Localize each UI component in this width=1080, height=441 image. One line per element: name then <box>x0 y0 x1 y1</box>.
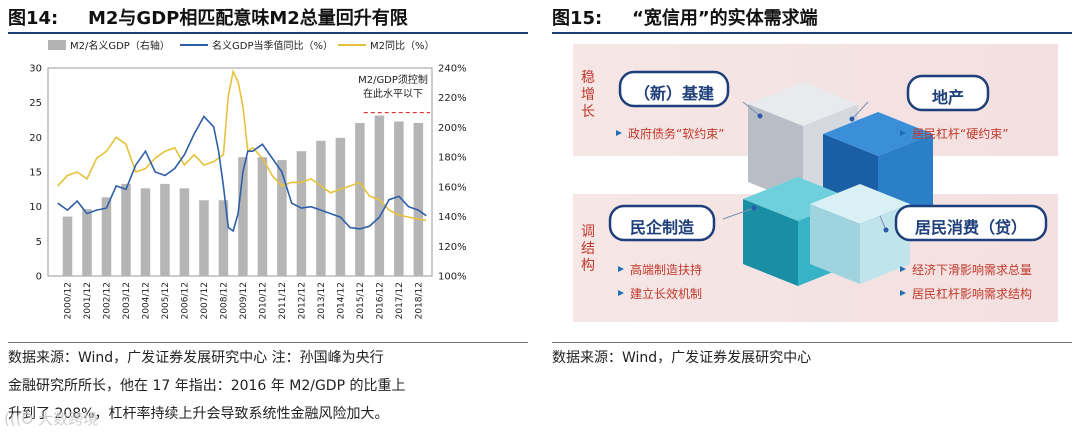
bar-2013/12 <box>316 140 326 276</box>
right-tick-220%: 220% <box>438 93 467 104</box>
figure-15-title: “宽信用”的实体需求端 <box>632 8 818 29</box>
legend-label-bars: M2/名义GDP（右轴） <box>70 39 170 52</box>
credit-demand-diagram <box>573 44 1058 322</box>
x-tick-2004/12: 2004/12 <box>141 282 151 319</box>
box-property <box>906 74 990 112</box>
x-tick-2015/12: 2015/12 <box>356 282 366 319</box>
left-tick-15: 15 <box>29 168 42 179</box>
bar-2006/12 <box>179 188 190 276</box>
figure-14-title: M2与GDP相匹配意味M2总量回升有限 <box>88 8 408 29</box>
right-tick-120%: 120% <box>438 242 467 253</box>
right-tick-240%: 240% <box>438 64 467 75</box>
left-tick-20: 20 <box>29 133 42 144</box>
annotation-line-1: M2/GDP须控制 <box>358 73 428 86</box>
box-infra <box>618 70 730 108</box>
bar-2011/12 <box>277 160 287 276</box>
bar-2012/12 <box>296 151 307 276</box>
x-tick-2011/12: 2011/12 <box>278 282 288 319</box>
x-tick-2006/12: 2006/12 <box>180 282 190 319</box>
bar-2014/12 <box>335 137 346 276</box>
annotation-line-2: 在此水平以下 <box>363 87 423 100</box>
x-tick-2000/12: 2000/12 <box>63 282 73 319</box>
legend-swatch-bars <box>48 40 66 50</box>
box-private <box>608 204 716 242</box>
bar-2002/12 <box>101 197 112 276</box>
right-tick-180%: 180% <box>438 153 467 164</box>
bar-2016/12 <box>374 115 385 277</box>
x-tick-2018/12: 2018/12 <box>414 282 424 319</box>
x-tick-2002/12: 2002/12 <box>102 282 112 319</box>
bar-2003/12 <box>121 183 131 276</box>
x-tick-2012/12: 2012/12 <box>297 282 307 319</box>
x-tick-2001/12: 2001/12 <box>83 282 93 319</box>
box-consume <box>894 204 1048 242</box>
x-tick-2009/12: 2009/12 <box>239 282 249 319</box>
bar-2008/12 <box>218 200 229 276</box>
watermark-logo: (((O 大数跨境 <box>4 410 99 428</box>
bar-2000/12 <box>62 216 73 276</box>
x-tick-2008/12: 2008/12 <box>219 282 229 319</box>
left-tick-30: 30 <box>29 64 42 75</box>
figure-14-panel: 图14: M2与GDP相匹配意味M2总量回升有限 M2/名义GDP（右轴） 名义G… <box>0 0 532 441</box>
x-tick-2013/12: 2013/12 <box>317 282 327 319</box>
source-line-3: 升到了 208%，杠杆率持续上升会导致系统性金融风险加大。 <box>8 406 389 422</box>
left-tick-5: 5 <box>36 237 42 248</box>
x-tick-2005/12: 2005/12 <box>161 282 171 319</box>
figure-15-source-line: 数据来源：Wind，广发证券发展研究中心 <box>552 350 812 366</box>
x-tick-2007/12: 2007/12 <box>200 282 210 319</box>
bar-2004/12 <box>140 188 151 276</box>
x-tick-2014/12: 2014/12 <box>336 282 346 319</box>
right-tick-160%: 160% <box>438 182 467 193</box>
x-tick-2016/12: 2016/12 <box>375 282 385 319</box>
figure-15-source: 数据来源：Wind，广发证券发展研究中心 <box>552 342 1072 372</box>
x-tick-2003/12: 2003/12 <box>122 282 132 319</box>
legend-label-m2: M2同比（%） <box>370 40 435 52</box>
bar-2018/12 <box>413 122 424 276</box>
left-tick-0: 0 <box>36 272 42 283</box>
right-tick-200%: 200% <box>438 123 467 134</box>
figure-14-header: 图14: M2与GDP相匹配意味M2总量回升有限 <box>8 2 528 34</box>
bar-2009/12 <box>238 157 248 276</box>
figure-15-header: 图15: “宽信用”的实体需求端 <box>552 2 1072 34</box>
cube-cluster <box>743 82 933 286</box>
bar-2010/12 <box>257 157 268 276</box>
line-gdp-yoy <box>57 115 427 233</box>
line-m2-yoy <box>57 68 427 222</box>
legend-label-gdp: 名义GDP当季值同比（%） <box>212 39 333 52</box>
bar-2017/12 <box>394 121 404 276</box>
figure-15-number: 图15: <box>552 8 603 29</box>
bar-2007/12 <box>199 200 209 276</box>
bar-2005/12 <box>160 183 170 276</box>
right-tick-100%: 100% <box>438 272 467 283</box>
left-tick-25: 25 <box>29 98 42 109</box>
m2-gdp-chart: M2/名义GDP（右轴） 名义GDP当季值同比（%） M2同比（%） M2/GDP须控… <box>29 39 467 319</box>
figure-14-source: 数据来源：Wind，广发证券发展研究中心 注：孙国峰为央行 金融研究所所长，他在… <box>8 342 528 428</box>
source-line-2: 金融研究所所长，他在 17 年指出：2016 年 M2/GDP 的比重上 <box>8 378 406 394</box>
figure-15-panel: 图15: “宽信用”的实体需求端 <box>548 0 1080 441</box>
bar-2015/12 <box>355 122 365 276</box>
x-tick-2017/12: 2017/12 <box>395 282 405 319</box>
left-tick-10: 10 <box>29 202 42 213</box>
source-line-1: 数据来源：Wind，广发证券发展研究中心 注：孙国峰为央行 <box>8 350 384 366</box>
right-tick-140%: 140% <box>438 212 467 223</box>
bar-2001/12 <box>82 209 92 276</box>
figure-14-number: 图14: <box>8 8 59 29</box>
x-tick-2010/12: 2010/12 <box>258 282 268 319</box>
